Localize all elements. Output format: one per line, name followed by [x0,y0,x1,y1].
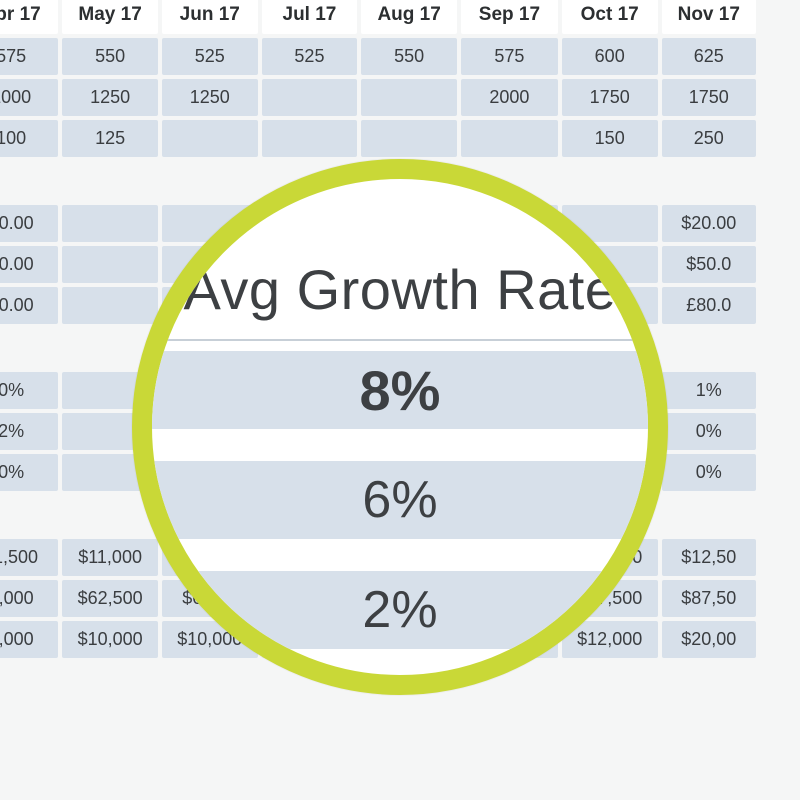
cell[interactable]: $50.0 [662,246,756,283]
cell[interactable]: £80.0 [662,287,756,324]
col-header: May 17 [62,0,158,34]
cell[interactable]: 525 [162,38,258,75]
cell[interactable]: 2000 [461,79,558,116]
col-header: Apr 17 [0,0,58,34]
cell[interactable]: 50.00 [0,246,58,283]
cell[interactable]: 1250 [162,79,258,116]
cell[interactable]: 1750 [662,79,756,116]
col-header: Oct 17 [562,0,658,34]
cell[interactable]: $20,00 [662,621,756,658]
cell[interactable]: 0% [662,413,756,450]
cell[interactable] [262,79,358,116]
col-header: Sep 17 [461,0,558,34]
col-header: Jun 17 [162,0,258,34]
cell[interactable] [361,120,457,157]
cell[interactable]: 8,000 [0,621,58,658]
table-row: 1000 1250 1250 2000 1750 1750 [0,79,756,116]
viewport: Apr 17 May 17 Jun 17 Jul 17 Aug 17 Sep 1… [0,0,800,800]
lens-title: Avg Growth Rate [152,257,648,322]
cell[interactable]: $20.00 [662,205,756,242]
cell[interactable]: 11,500 [0,539,58,576]
lens-separator [132,339,668,341]
cell[interactable]: $62,500 [62,580,158,617]
cell[interactable]: 0% [662,454,756,491]
cell[interactable]: 20.00 [0,205,58,242]
cell[interactable]: 575 [461,38,558,75]
cell[interactable]: $12,50 [662,539,756,576]
col-header: Jul 17 [262,0,358,34]
cell[interactable]: 1% [662,372,756,409]
cell[interactable] [162,120,258,157]
col-header: Nov 17 [662,0,756,34]
cell[interactable] [361,79,457,116]
header-row: Apr 17 May 17 Jun 17 Jul 17 Aug 17 Sep 1… [0,0,756,34]
lens-row-2: 6% [132,461,668,539]
cell[interactable]: $10,000 [62,621,158,658]
col-header: Aug 17 [361,0,457,34]
cell[interactable]: 125 [62,120,158,157]
cell[interactable] [262,120,358,157]
cell[interactable]: 1250 [62,79,158,116]
cell[interactable] [62,287,158,324]
cell[interactable]: $11,000 [62,539,158,576]
cell[interactable] [461,120,558,157]
cell[interactable]: 550 [361,38,457,75]
lens-inner: Avg Growth Rate 8% 6% 2% [152,179,648,675]
table-row: 575 550 525 525 550 575 600 625 [0,38,756,75]
cell[interactable]: 1750 [562,79,658,116]
cell[interactable]: $87,50 [662,580,756,617]
table-row: 100 125 150 250 [0,120,756,157]
lens-row-3: 2% [132,571,668,649]
cell[interactable]: 250 [662,120,756,157]
cell[interactable]: 80.00 [0,287,58,324]
lens-row-1: 8% [132,351,668,429]
cell[interactable]: 1000 [0,79,58,116]
cell[interactable]: 600 [562,38,658,75]
cell[interactable] [62,246,158,283]
cell[interactable]: 550 [62,38,158,75]
cell[interactable]: 150 [562,120,658,157]
cell[interactable]: 525 [262,38,358,75]
cell[interactable]: 0% [0,372,58,409]
cell[interactable]: 0% [0,454,58,491]
cell[interactable]: 575 [0,38,58,75]
cell[interactable]: 625 [662,38,756,75]
cell[interactable] [62,205,158,242]
cell[interactable]: 100 [0,120,58,157]
magnifier-lens: Avg Growth Rate 8% 6% 2% [132,159,668,695]
cell[interactable]: 0,000 [0,580,58,617]
cell[interactable]: 2% [0,413,58,450]
